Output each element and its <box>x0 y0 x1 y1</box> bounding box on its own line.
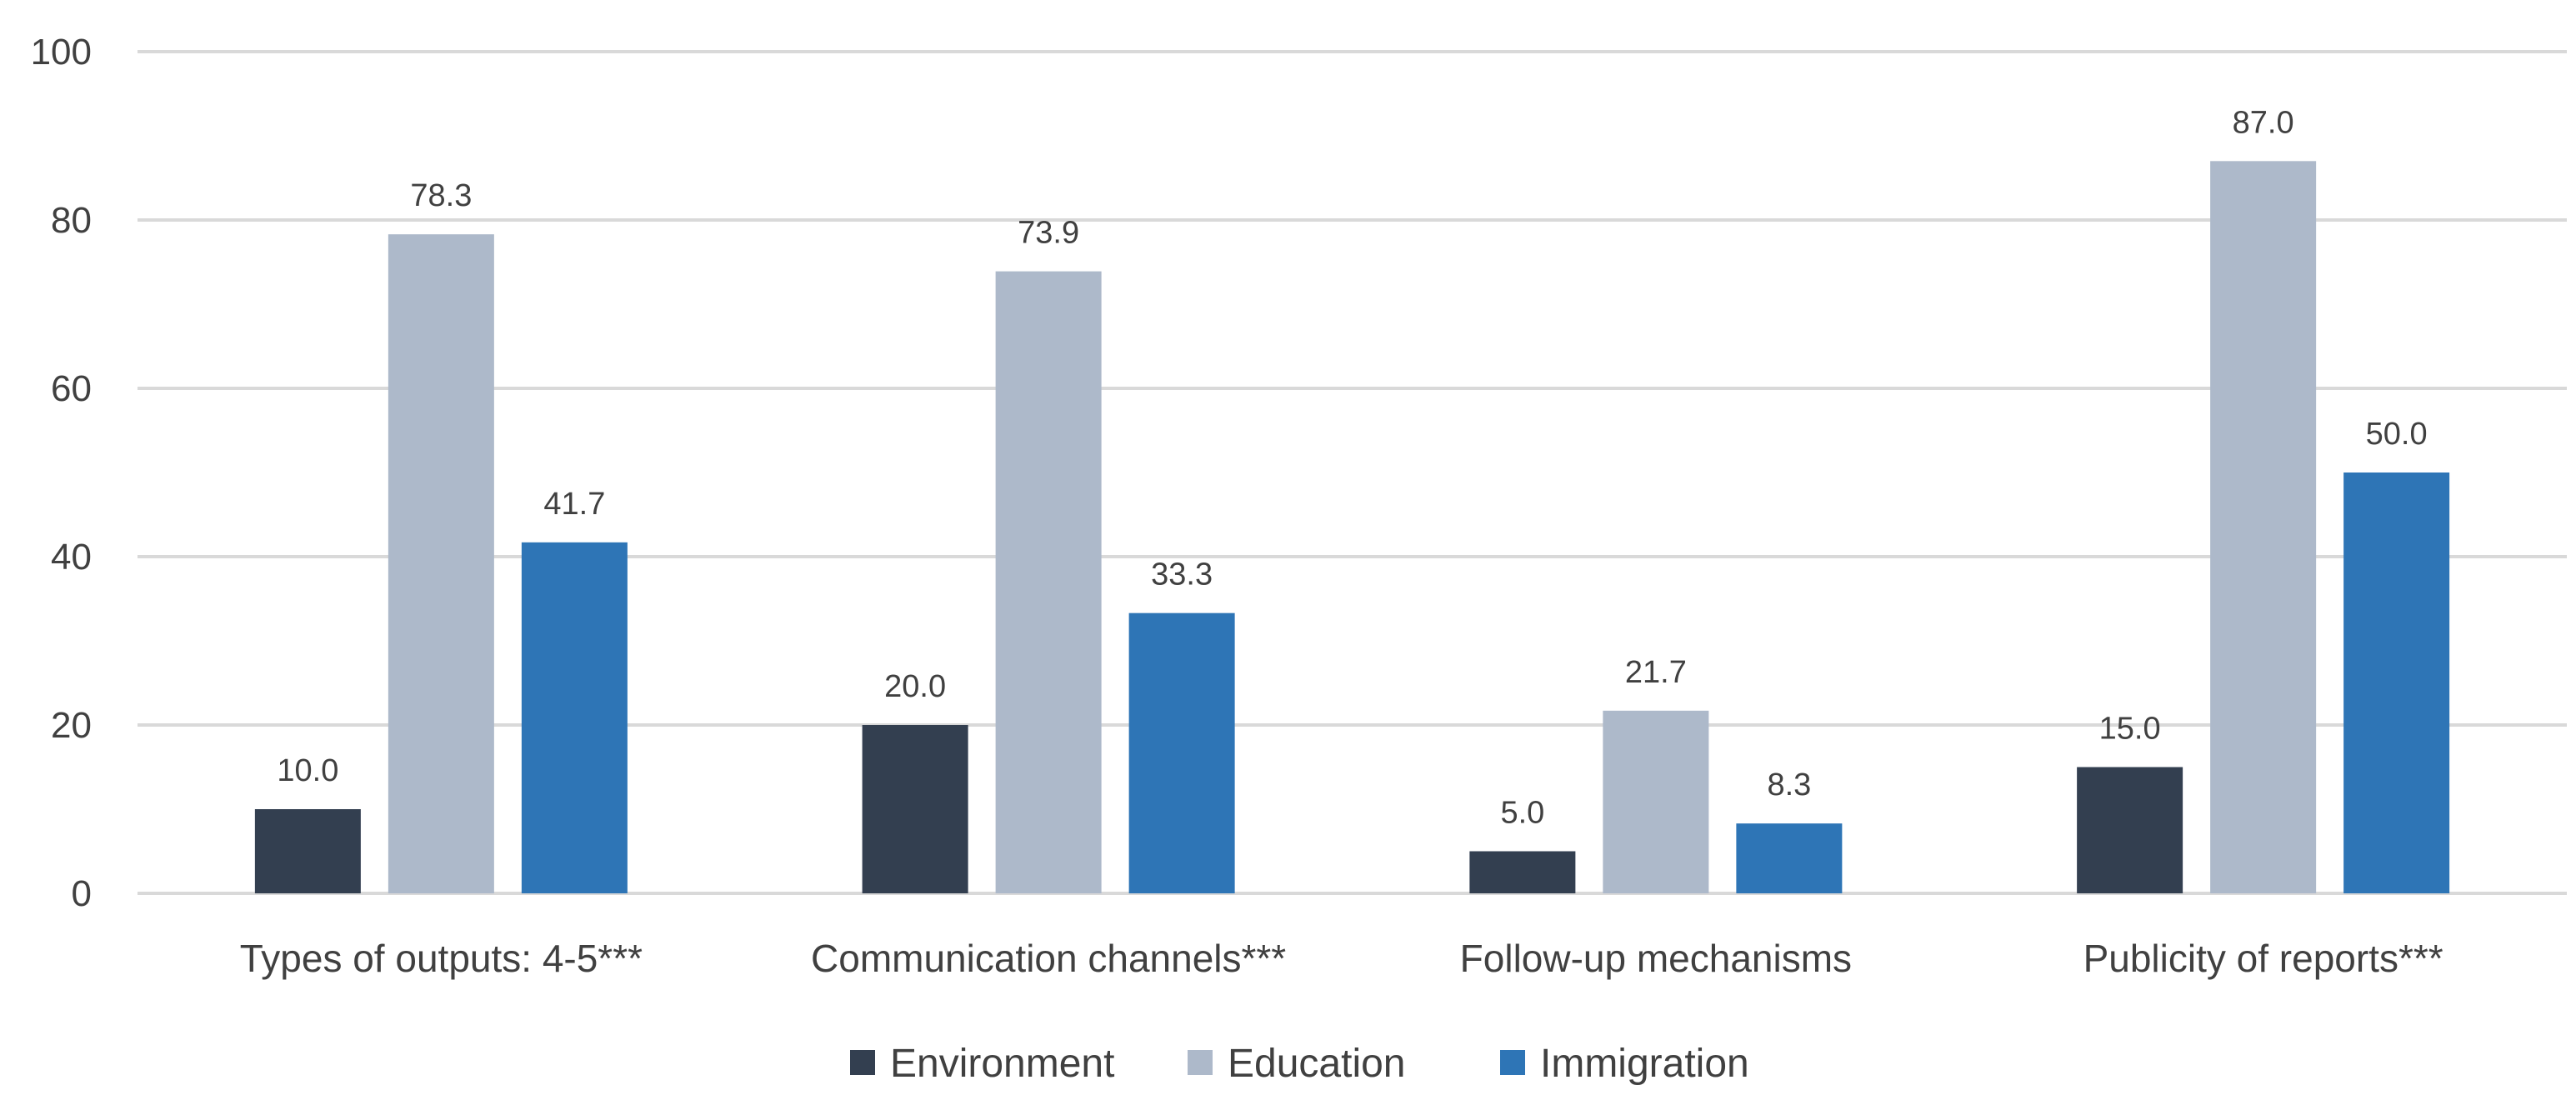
y-axis-ticks: 0 20 40 60 80 100 <box>31 32 92 914</box>
bar-immigration-3 <box>2343 472 2450 893</box>
bar-environment-3 <box>2077 767 2183 893</box>
data-label-education-1: 73.9 <box>1018 216 1079 251</box>
y-tick-label: 100 <box>31 32 92 72</box>
legend-label-environment: Environment <box>890 1042 1114 1086</box>
y-tick-label: 60 <box>51 368 92 409</box>
bar-education-1 <box>995 271 1102 893</box>
legend-item-education: Education <box>1188 1042 1406 1086</box>
data-label-immigration-0: 41.7 <box>543 487 605 522</box>
bar-environment-0 <box>254 809 361 893</box>
data-label-immigration-3: 50.0 <box>2366 417 2428 452</box>
x-tick-label: Follow-up mechanisms <box>1460 937 1852 980</box>
bar-immigration-1 <box>1128 612 1235 893</box>
legend-swatch-immigration <box>1500 1050 1525 1075</box>
y-tick-label: 80 <box>51 200 92 241</box>
bar-education-0 <box>388 234 494 893</box>
legend-swatch-environment <box>850 1050 875 1075</box>
data-labels: 10.0 78.3 41.7 20.0 73.9 33.3 5.0 21.7 8.3 15.0 87… <box>277 105 2427 830</box>
legend-swatch-education <box>1188 1050 1213 1075</box>
data-label-environment-0: 10.0 <box>277 753 338 788</box>
bar-environment-1 <box>862 725 968 893</box>
bars <box>254 161 2450 894</box>
legend: Environment Education Immigration <box>850 1042 1749 1086</box>
data-label-environment-2: 5.0 <box>1500 796 1544 831</box>
x-tick-label: Types of outputs: 4-5*** <box>240 937 643 980</box>
y-tick-label: 0 <box>72 873 92 914</box>
x-tick-label: Communication channels*** <box>811 937 1286 980</box>
bar-immigration-2 <box>1736 823 1843 893</box>
legend-item-immigration: Immigration <box>1500 1042 1749 1086</box>
data-label-immigration-1: 33.3 <box>1151 558 1213 592</box>
data-label-education-2: 21.7 <box>1625 655 1687 690</box>
gridlines <box>138 50 2567 895</box>
bar-education-2 <box>1603 710 1709 893</box>
bar-immigration-0 <box>521 542 628 893</box>
legend-item-environment: Environment <box>850 1042 1114 1086</box>
y-tick-label: 40 <box>51 537 92 578</box>
bar-environment-2 <box>1469 851 1576 893</box>
x-tick-label: Publicity of reports*** <box>2083 937 2443 980</box>
data-label-education-3: 87.0 <box>2233 105 2294 140</box>
bar-education-3 <box>2210 161 2317 894</box>
legend-label-education: Education <box>1228 1042 1406 1086</box>
data-label-environment-1: 20.0 <box>884 669 946 704</box>
data-label-education-0: 78.3 <box>410 178 472 213</box>
legend-label-immigration: Immigration <box>1540 1042 1749 1086</box>
y-tick-label: 20 <box>51 705 92 746</box>
x-axis-ticks: Types of outputs: 4-5*** Communication ch… <box>240 937 2443 980</box>
data-label-environment-3: 15.0 <box>2099 712 2161 747</box>
data-label-immigration-2: 8.3 <box>1767 768 1811 802</box>
